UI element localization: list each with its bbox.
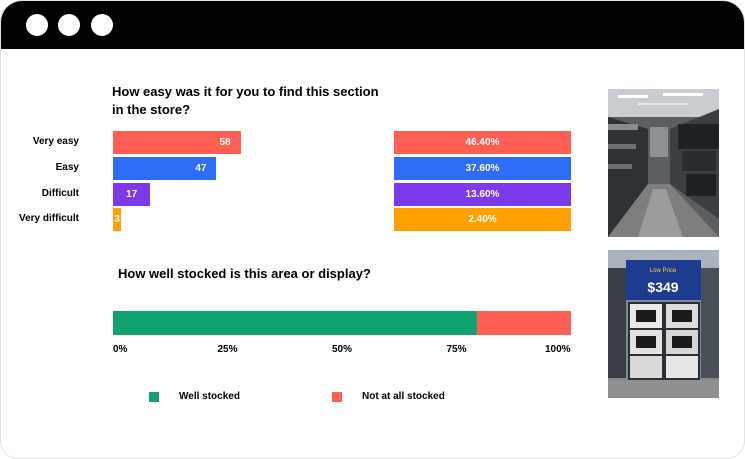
legend-swatch-well-stocked: [149, 392, 159, 402]
percent-bar-label-very-easy: 46.40%: [465, 137, 500, 148]
axis-tick-100pct: 100%: [545, 344, 571, 355]
svg-text:$349: $349: [647, 279, 678, 295]
question-stocked: How well stocked is this area or display…: [118, 266, 371, 281]
legend-label-well-stocked: Well stocked: [179, 391, 240, 402]
count-bar-label-very-difficult: 3: [114, 214, 120, 225]
question-find-section: How easy was it for you to find this sec…: [112, 84, 379, 117]
window-close-button[interactable]: [26, 14, 48, 36]
percent-bar-very-difficult: 2.40%: [394, 208, 571, 231]
bar-segment-well-stocked: [113, 311, 478, 335]
percent-bar-label-difficult: 13.60%: [465, 189, 500, 200]
axis-tick-50pct: 50%: [332, 344, 353, 355]
percent-bar-difficult: 13.60%: [394, 183, 571, 206]
axis-tick-75pct: 75%: [446, 344, 467, 355]
bar-segment-not-stocked: [477, 311, 571, 335]
percent-bar-label-easy: 37.60%: [465, 163, 500, 174]
legend-label-not-stocked: Not at all stocked: [362, 391, 445, 402]
window-minimize-button[interactable]: [58, 14, 80, 36]
count-bar-very-difficult: 3: [113, 208, 121, 231]
count-bar-label-very-easy: 58: [219, 137, 231, 148]
count-bar-very-easy: 58: [113, 131, 241, 154]
store-aisle-photo: [608, 89, 719, 237]
count-bar-label-easy: 47: [195, 163, 207, 174]
category-label-very-easy: Very easy: [32, 136, 79, 147]
category-label-easy: Easy: [55, 162, 79, 173]
legend-swatch-not-stocked: [332, 392, 342, 402]
count-bar-difficult: 17: [113, 183, 151, 206]
category-label-very-difficult: Very difficult: [18, 213, 79, 224]
percent-bar-label-very-difficult: 2.40%: [468, 214, 497, 225]
percent-bar-very-easy: 46.40%: [394, 131, 571, 154]
svg-text:Low Price: Low Price: [650, 268, 677, 274]
percent-bar-easy: 37.60%: [394, 157, 571, 180]
count-bar-label-difficult: 17: [126, 189, 138, 200]
axis-tick-0pct: 0%: [113, 344, 128, 355]
stock-stacked-bar: [113, 311, 571, 335]
title-bar: [1, 1, 744, 49]
window-maximize-button[interactable]: [91, 14, 113, 36]
axis-tick-25pct: 25%: [217, 344, 238, 355]
category-label-difficult: Difficult: [41, 188, 79, 199]
store-display-photo: Low Price $349: [608, 250, 719, 398]
count-bar-easy: 47: [113, 157, 217, 180]
